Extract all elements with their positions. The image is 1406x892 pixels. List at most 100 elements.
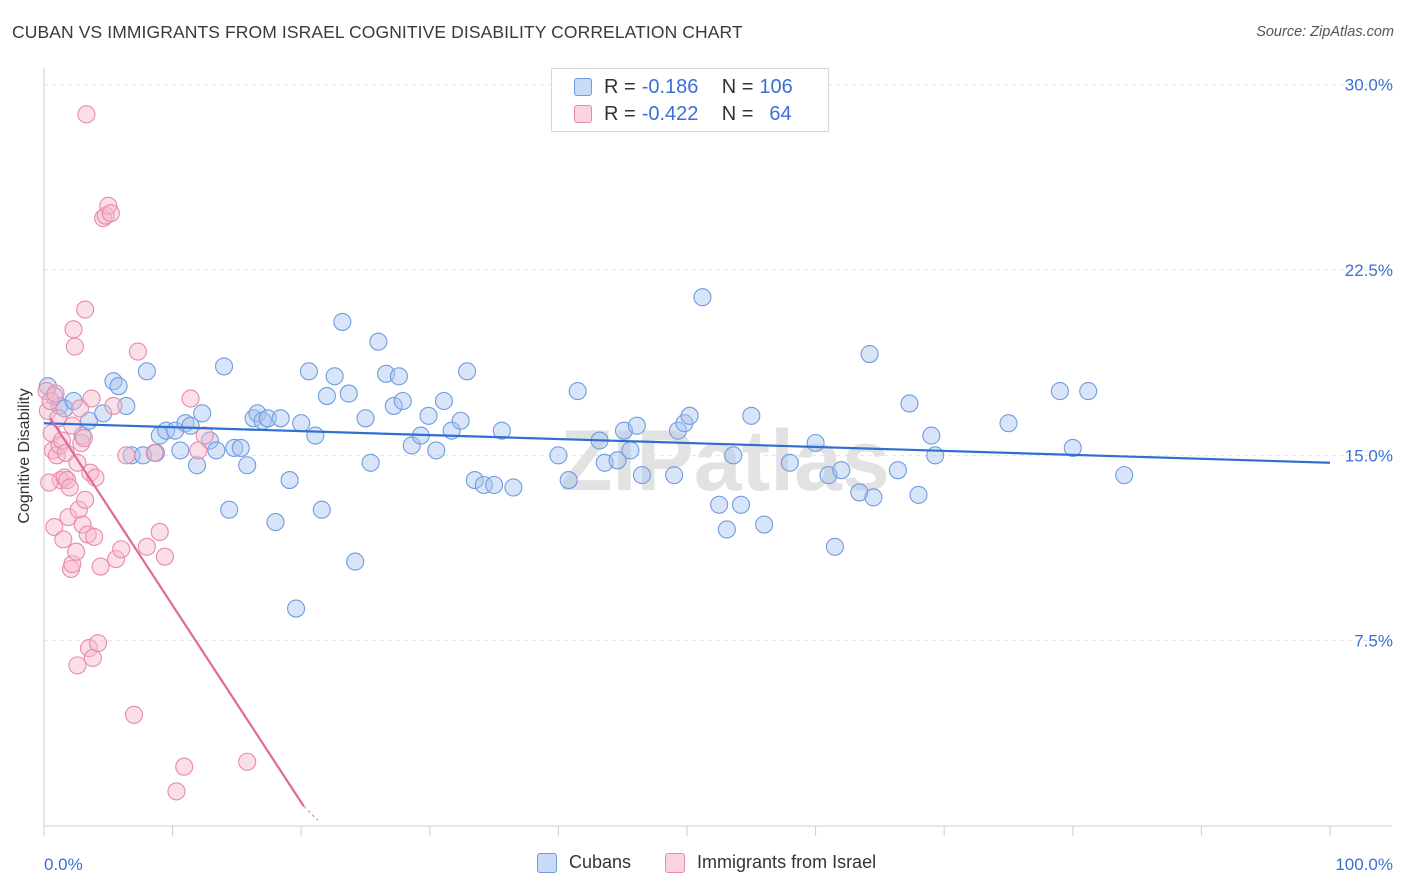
point-israel — [79, 639, 99, 658]
point-israel — [104, 396, 123, 415]
chart-title: CUBAN VS IMMIGRANTS FROM ISRAEL COGNITIV… — [12, 22, 743, 42]
point-israel — [65, 337, 84, 356]
r-value: -0.186 — [641, 75, 699, 98]
point-cubans — [693, 288, 712, 307]
point-israel — [68, 656, 87, 675]
point-cubans — [780, 453, 799, 472]
y-tick-label: 15.0% — [1345, 446, 1393, 465]
legend-swatch-israel — [665, 852, 686, 873]
point-cubans — [864, 488, 883, 507]
point-israel — [72, 433, 91, 453]
legend-item-cubans[interactable]: Cubans — [537, 852, 631, 873]
point-cubans — [504, 478, 523, 497]
point-israel — [117, 446, 136, 465]
point-israel — [46, 384, 65, 403]
n-label: N = — [721, 102, 754, 125]
point-cubans — [755, 515, 774, 534]
point-cubans — [339, 384, 358, 403]
point-israel — [106, 550, 126, 569]
point-cubans — [207, 441, 226, 460]
point-israel — [63, 416, 82, 435]
point-israel — [238, 752, 257, 771]
point-israel — [195, 426, 214, 445]
point-cubans — [292, 414, 311, 433]
point-cubans — [109, 377, 128, 396]
point-cubans — [266, 513, 285, 532]
watermark: ZIPatlas — [560, 413, 890, 509]
legend-label-israel: Immigrants from Israel — [697, 852, 877, 872]
series-legend: Cubans Immigrants from Israel — [537, 852, 910, 873]
point-cubans — [356, 409, 375, 428]
point-cubans — [434, 391, 453, 411]
point-cubans — [220, 500, 239, 519]
point-cubans — [559, 471, 578, 490]
point-israel — [60, 478, 79, 497]
point-cubans — [200, 431, 219, 450]
legend-label-cubans: Cubans — [569, 852, 632, 872]
points-layer — [37, 105, 1134, 801]
point-israel — [59, 508, 78, 527]
point-cubans — [665, 466, 684, 485]
point-cubans — [888, 461, 907, 480]
point-israel — [137, 537, 156, 556]
point-cubans — [458, 362, 477, 381]
source-label: Source: ZipAtlas.com — [1256, 24, 1394, 40]
n-label: N = — [721, 75, 754, 98]
point-israel — [54, 530, 73, 549]
point-cubans — [627, 416, 646, 435]
point-israel — [88, 634, 108, 653]
point-cubans — [717, 520, 736, 539]
tick-labels: 7.5% 15.0% 22.5% 30.0% 0.0% 100.0% — [44, 76, 1393, 874]
point-israel — [91, 557, 110, 576]
point-israel — [181, 389, 200, 408]
point-cubans — [64, 391, 83, 411]
point-cubans — [485, 475, 504, 495]
legend-item-israel[interactable]: Immigrants from Israel — [665, 852, 876, 873]
point-israel — [76, 490, 95, 509]
point-cubans — [384, 396, 403, 415]
point-cubans — [1063, 438, 1082, 457]
point-israel — [67, 542, 86, 561]
point-cubans — [621, 441, 640, 460]
point-israel — [40, 473, 59, 492]
point-cubans — [680, 406, 699, 425]
legend-swatch-israel — [574, 105, 592, 123]
point-israel — [145, 443, 164, 462]
point-israel — [112, 540, 131, 559]
point-cubans — [214, 357, 234, 376]
point-cubans — [361, 453, 380, 472]
point-cubans — [402, 436, 421, 455]
point-cubans — [419, 406, 438, 425]
point-israel — [101, 204, 120, 223]
point-israel — [85, 527, 104, 546]
point-cubans — [568, 382, 587, 401]
point-israel — [74, 429, 93, 448]
point-cubans — [1050, 382, 1069, 401]
r-value: -0.422 — [641, 102, 699, 125]
point-israel — [155, 547, 174, 566]
legend-row-israel: R = -0.422 N = 64 — [574, 101, 792, 127]
point-cubans — [389, 367, 408, 386]
point-israel — [150, 522, 169, 542]
point-cubans — [742, 406, 761, 425]
point-israel — [175, 757, 194, 776]
point-cubans — [492, 421, 511, 440]
point-cubans — [287, 599, 306, 618]
point-cubans — [427, 441, 446, 460]
grid-lines — [44, 84, 1392, 642]
point-israel — [73, 515, 92, 534]
trend-line-cubans — [43, 422, 1331, 464]
point-israel — [77, 105, 96, 124]
point-cubans — [832, 461, 851, 480]
point-cubans — [94, 404, 113, 423]
point-cubans — [312, 500, 331, 519]
y-tick-label: 30.0% — [1345, 76, 1393, 95]
point-cubans — [1079, 382, 1098, 401]
trend-lines — [43, 417, 1331, 821]
y-axis-label: Cognitive Disability — [16, 388, 33, 524]
point-israel — [70, 399, 90, 418]
r-label: R = — [604, 75, 636, 98]
point-cubans — [731, 495, 751, 514]
point-israel — [124, 705, 144, 724]
